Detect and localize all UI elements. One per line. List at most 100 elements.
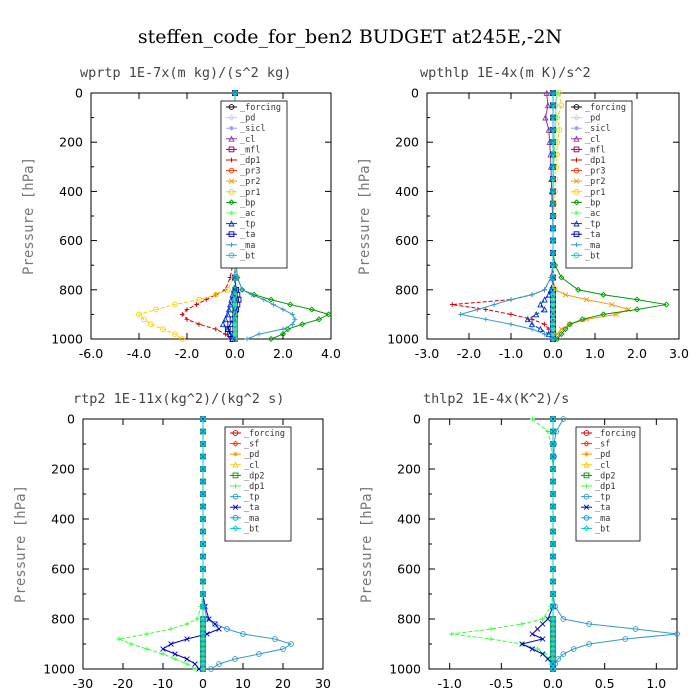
series-line [520,419,554,669]
data-point [558,274,565,281]
data-point [315,316,323,323]
data-point [508,297,514,303]
legend-entry: _forcing [595,429,636,439]
data-point [232,336,238,342]
data-point [128,641,134,647]
y-tick-label: 600 [397,562,421,577]
panel-title: wpthlp 1E-4x(m K)/s^2 [420,65,591,81]
legend-entry: _ma [585,241,600,251]
data-point [179,312,185,317]
x-tick-label: 0.5 [595,676,615,691]
data-point [545,291,552,298]
legend-marker [583,514,590,521]
data-point [529,631,536,637]
data-point [199,440,207,448]
series-bt [550,90,556,342]
data-point [560,616,567,622]
y-tick-label: 0 [67,412,75,427]
data-point [458,312,463,317]
x-tick-label: 30 [315,676,331,691]
data-point [558,102,565,109]
data-point [199,528,207,535]
series-line [460,93,554,340]
legend-entry: _bp [240,198,255,208]
data-point [550,200,556,207]
data-point [224,310,231,318]
data-point [550,225,556,232]
data-point [199,540,207,548]
data-point [261,297,267,303]
legend-entry: _dp1 [585,156,605,166]
y-axis-label: Pressure [hPa] [13,485,29,603]
legend-entry: _tp [595,493,610,503]
data-point [558,331,565,338]
data-point [549,515,557,523]
legend-entry: _sicl [585,124,611,134]
x-tick-label: 20 [275,676,291,691]
legend-entry: _forcing [244,429,285,439]
legend-marker [583,461,590,468]
legend-marker [573,104,580,110]
data-point [168,626,174,632]
data-point [549,528,557,535]
legend-marker [573,146,580,153]
data-point [545,656,551,662]
data-point [550,114,556,121]
legend-marker [573,220,580,227]
data-point [550,188,556,195]
data-point [136,311,142,318]
data-point [566,321,573,328]
y-tick-label: 400 [51,512,75,527]
legend-marker [573,199,580,206]
data-point [251,291,258,298]
panel-title: thlp2 1E-4x(K^2)/s [423,391,569,407]
data-point [550,176,556,182]
data-point [529,416,535,422]
legend-entry: _pd [595,450,610,460]
legend-marker [232,525,239,532]
data-point [632,626,639,632]
legend-entry: _ac [585,209,600,219]
legend-entry: _dp1 [240,156,260,166]
data-point [272,636,278,642]
data-point [206,616,212,622]
legend-marker [228,104,235,110]
data-point [535,646,540,652]
data-point [583,296,590,303]
data-point [172,331,178,337]
data-point [488,636,494,642]
legend-marker [228,146,235,153]
data-point [560,651,567,657]
data-point [308,306,315,313]
legend-entry: _pr3 [585,167,605,177]
data-point [280,307,286,312]
x-tick-label: -1.0 [499,346,523,361]
data-point [199,665,207,673]
y-tick-label: 1000 [51,332,83,347]
legend: _forcing_pd_sicl_cl_mfl_dp1_pr3_pr2_pr1_… [220,100,288,269]
data-point [199,490,207,498]
legend-marker [228,231,235,238]
chart-panel-1: wprtp 1E-7x(m kg)/(s^2 kg) Pressure [hPa]… [21,65,341,361]
legend-marker [233,483,238,489]
data-point [549,553,557,560]
data-point [256,651,262,657]
data-point [542,321,547,327]
legend-entry: _ac [240,209,255,219]
data-point [549,478,557,485]
data-point [550,237,556,244]
data-point [550,151,556,158]
data-point [140,316,147,323]
data-point [550,139,556,146]
data-point [199,590,207,598]
y-axis-label: Pressure [hPa] [359,485,375,603]
y-tick-label: 1000 [43,662,75,677]
data-point [600,311,607,318]
legend-marker [228,135,235,142]
legend-entry: _pr3 [240,167,260,177]
data-point [184,307,190,312]
legend-marker [232,504,239,510]
legend-entry: _sf [244,440,259,450]
data-point [199,453,207,460]
data-point [267,335,275,343]
